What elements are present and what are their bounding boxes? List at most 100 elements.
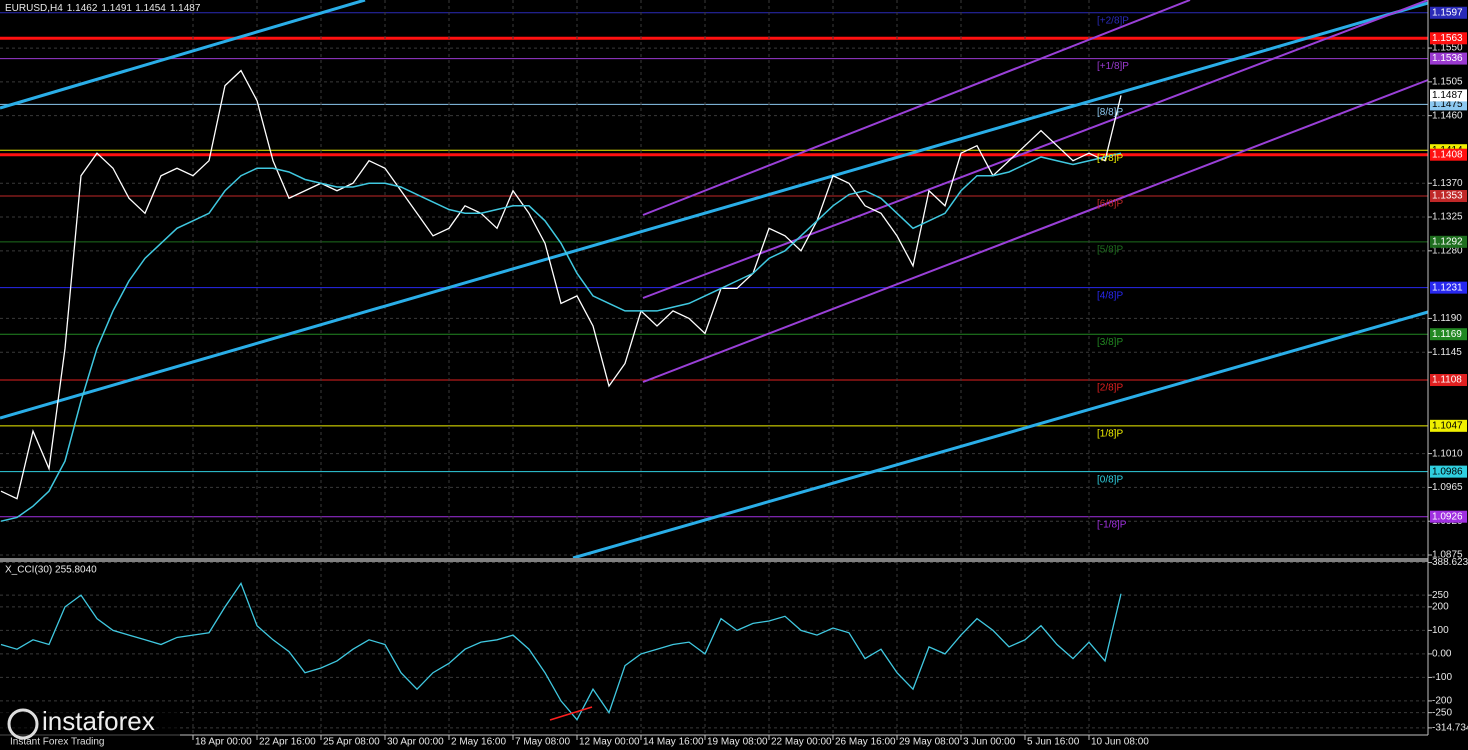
price-tag-label: 1.1231 bbox=[1432, 282, 1463, 293]
watermark-logo bbox=[7, 708, 39, 740]
price-tag-label: 1.0986 bbox=[1432, 466, 1463, 477]
ohlc-value: 1.1462 bbox=[67, 3, 98, 14]
price-tag bbox=[1430, 89, 1467, 102]
x-tick-label: 22 Apr 16:00 bbox=[259, 737, 316, 748]
watermark: instaforex Instant Forex Trading bbox=[0, 706, 180, 750]
murrey-label: [-1/8]P bbox=[1097, 519, 1127, 530]
price-tag bbox=[1430, 235, 1467, 248]
price-tag-label: 1.1108 bbox=[1432, 375, 1462, 386]
plot bbox=[0, 69, 1122, 721]
y-tick-label: -250 bbox=[1432, 707, 1452, 718]
trend-line bbox=[0, 0, 366, 110]
x-tick-label: 30 Apr 00:00 bbox=[387, 737, 444, 748]
trend-line bbox=[572, 310, 1429, 560]
y-tick-label: 1.1460 bbox=[1432, 110, 1463, 121]
y-tick-label: 1.1370 bbox=[1432, 178, 1463, 189]
watermark-tagline: Instant Forex Trading bbox=[10, 737, 105, 748]
channel-line bbox=[642, 0, 1429, 299]
ohlc-value: 1.1487 bbox=[170, 3, 201, 14]
murrey-label: [4/8]P bbox=[1097, 290, 1123, 301]
y-tick-label: 1.1145 bbox=[1432, 347, 1462, 358]
symbol: EURUSD,H4 bbox=[5, 3, 63, 14]
y-tick-label: 100 bbox=[1432, 625, 1449, 636]
ohlc-value: 1.1491 bbox=[101, 3, 132, 14]
price-tag bbox=[1430, 465, 1467, 478]
price-tag-label: 1.1292 bbox=[1432, 236, 1463, 247]
pane-separator bbox=[0, 558, 1428, 562]
murrey-label: [8/8]P bbox=[1097, 107, 1123, 118]
y-tick-label: -314.734 bbox=[1432, 723, 1468, 734]
price-tag bbox=[1430, 510, 1467, 523]
price-tag-label: 1.0926 bbox=[1432, 511, 1463, 522]
price-tag bbox=[1430, 148, 1467, 161]
price-tag-label: 1.1475 bbox=[1432, 99, 1463, 110]
x-tick-label: 18 Apr 00:00 bbox=[195, 737, 252, 748]
y-tick-label: 1.1280 bbox=[1432, 245, 1463, 256]
price-tag bbox=[1430, 190, 1467, 203]
murrey-label: [+1/8]P bbox=[1097, 61, 1129, 72]
watermark-brand: instaforex bbox=[42, 706, 155, 736]
price-tag-label: 1.1047 bbox=[1432, 420, 1463, 431]
y-tick-label: 1.0965 bbox=[1432, 482, 1463, 493]
x-tick-label: 7 May 08:00 bbox=[515, 737, 570, 748]
y-tick-label: 1.1505 bbox=[1432, 77, 1463, 88]
y-tick-label: 1.1010 bbox=[1432, 448, 1463, 459]
y-tick-label: 1.1550 bbox=[1432, 43, 1463, 54]
y-tick-label: 0.00 bbox=[1432, 649, 1452, 660]
price-tag-label: 1.1563 bbox=[1432, 33, 1463, 44]
price-tag bbox=[1430, 374, 1467, 387]
price-tag bbox=[1430, 281, 1467, 294]
y-tick-label: 1.1190 bbox=[1432, 313, 1462, 324]
price-tag-label: 1.1536 bbox=[1432, 53, 1463, 64]
x-tick-label: 14 May 16:00 bbox=[643, 737, 704, 748]
price-tag-label: 1.1353 bbox=[1432, 191, 1463, 202]
x-tick-label: 10 Jun 08:00 bbox=[1091, 737, 1149, 748]
price-tag-label: 1.1597 bbox=[1432, 7, 1463, 18]
x-tick-label: 3 Jun 00:00 bbox=[963, 737, 1016, 748]
trend-line bbox=[0, 1, 1429, 420]
price-tag-label: 1.1487 bbox=[1432, 90, 1463, 101]
murrey-label: [2/8]P bbox=[1097, 383, 1123, 394]
x-tick-label: 12 May 00:00 bbox=[579, 737, 640, 748]
y-tick-label: 388.6237 bbox=[1432, 557, 1468, 568]
channel-lines bbox=[642, 0, 1429, 383]
y-tick-label: -100 bbox=[1432, 672, 1452, 683]
murrey-label: [+2/8]P bbox=[1097, 15, 1129, 26]
y-tick-label: 200 bbox=[1432, 602, 1449, 613]
ohlc-value: 1.1454 bbox=[135, 3, 166, 14]
price-tag bbox=[1430, 32, 1467, 45]
x-tick-label: 19 May 08:00 bbox=[707, 737, 768, 748]
trend-lines bbox=[0, 0, 1429, 560]
murrey-label: [5/8]P bbox=[1097, 244, 1123, 255]
chart-title: EURUSD,H4 1.1462 1.1491 1.1454 1.1487 bbox=[5, 3, 201, 14]
divergence-line bbox=[549, 706, 593, 721]
y-tick-label: -200 bbox=[1432, 696, 1452, 707]
murrey-label: [7/8]P bbox=[1097, 153, 1123, 164]
y-tick-label: 1.1325 bbox=[1432, 212, 1463, 223]
murrey-label: [0/8]P bbox=[1097, 474, 1123, 485]
x-tick-label: 2 May 16:00 bbox=[451, 737, 506, 748]
murrey-label: [1/8]P bbox=[1097, 428, 1123, 439]
x-tick-label: 25 Apr 08:00 bbox=[323, 737, 380, 748]
price-tag bbox=[1430, 419, 1467, 432]
x-tick-label: 29 May 08:00 bbox=[899, 737, 960, 748]
price-tag bbox=[1430, 328, 1467, 341]
channel-line bbox=[642, 79, 1429, 383]
murrey-label: [3/8]P bbox=[1097, 337, 1123, 348]
series-line bbox=[0, 152, 1122, 522]
indicator-title: X_CCI(30) 255.8040 bbox=[5, 565, 97, 576]
channel-line bbox=[642, 0, 1191, 216]
x-tick-label: 22 May 00:00 bbox=[771, 737, 832, 748]
price-tag-label: 1.1169 bbox=[1432, 329, 1462, 340]
grid bbox=[0, 0, 1428, 735]
x-tick-label: 5 Jun 16:00 bbox=[1027, 737, 1080, 748]
x-tick-label: 26 May 16:00 bbox=[835, 737, 896, 748]
price-tag bbox=[1430, 98, 1467, 111]
series-line bbox=[0, 581, 1122, 721]
price-tag bbox=[1430, 6, 1467, 19]
murrey-label: [6/8]P bbox=[1097, 199, 1123, 210]
price-tag-label: 1.1408 bbox=[1432, 149, 1463, 160]
